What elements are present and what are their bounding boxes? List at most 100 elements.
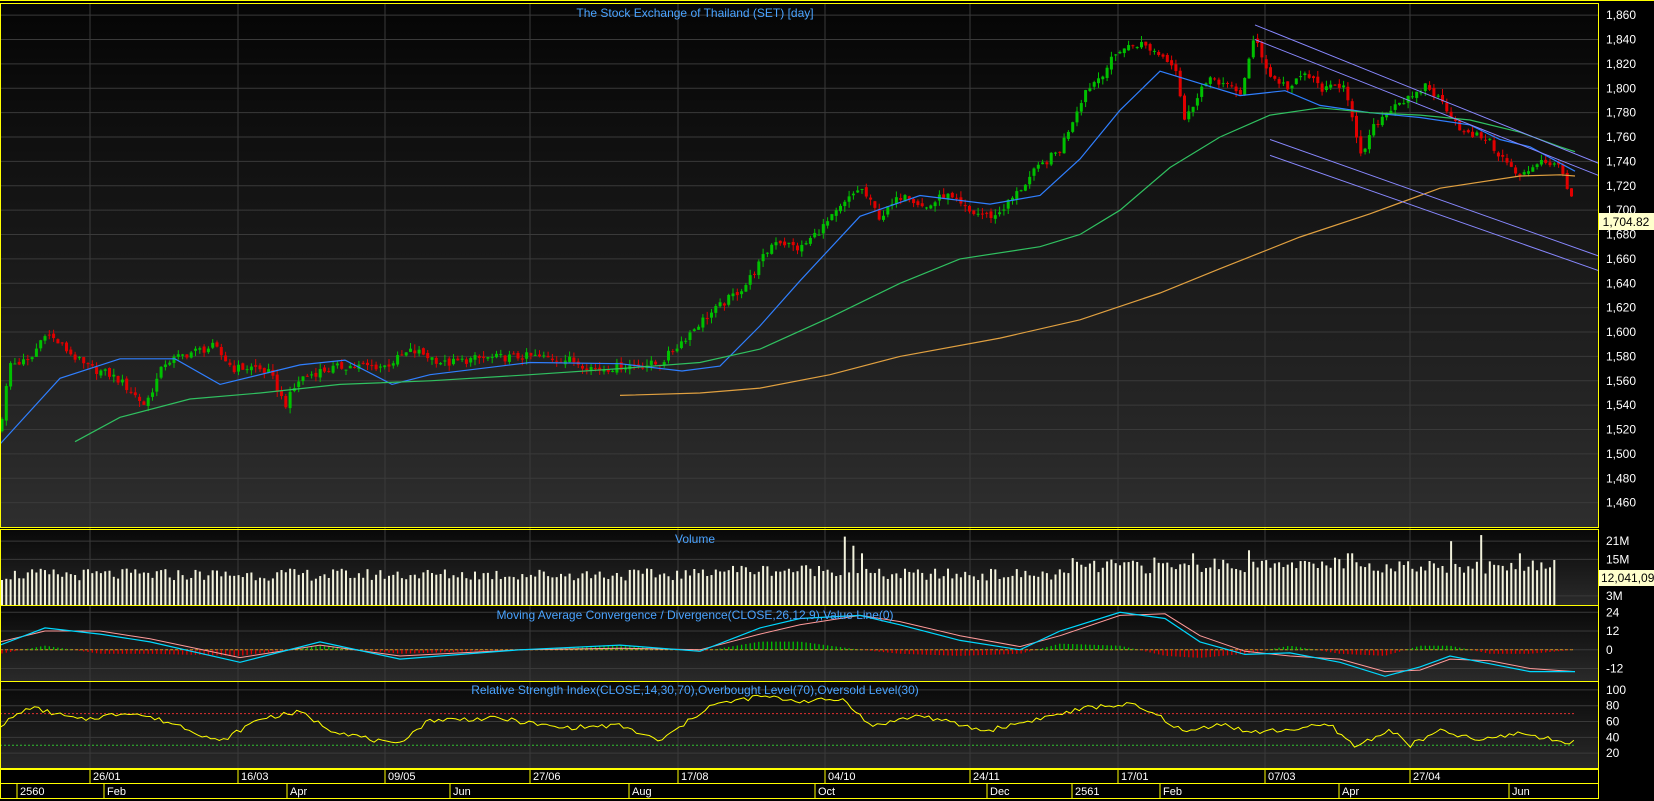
candle-body (1428, 85, 1432, 90)
candle-body (1157, 51, 1161, 56)
candle-body (1191, 106, 1195, 112)
volume-bar (1252, 561, 1255, 605)
candle-body (1165, 54, 1169, 62)
volume-bar (147, 572, 150, 605)
volume-bar (732, 565, 734, 605)
volume-bar (353, 577, 356, 605)
candle-body (318, 369, 322, 378)
ma_mid-line (74, 107, 1576, 443)
candle-body (30, 357, 34, 360)
candle-body (477, 355, 481, 358)
volume-bar (1394, 571, 1397, 605)
candle-body (344, 369, 348, 371)
candle-body (1492, 140, 1496, 151)
volume-bar (1187, 565, 1190, 605)
candle-body (748, 275, 752, 285)
volume-bar (805, 565, 808, 605)
candle-body (245, 369, 249, 371)
volume-bar (259, 577, 261, 605)
volume-bar (512, 577, 515, 605)
candle-body (34, 348, 38, 357)
volume-bar (280, 570, 283, 605)
volume-bar (91, 573, 94, 605)
candle-body (176, 354, 180, 357)
volume-bar (658, 574, 661, 605)
candle-body (1234, 86, 1238, 92)
volume-bar (856, 573, 859, 605)
candle-body (1539, 160, 1543, 165)
candle-body (1097, 78, 1100, 84)
volume-bar (203, 579, 206, 605)
price-tick-label: 1,600 (1606, 325, 1636, 339)
candle-body (400, 354, 404, 356)
trend-channel-line (1269, 139, 1599, 257)
candle-body (396, 355, 400, 365)
volume-bar (620, 576, 623, 605)
candle-body (1269, 67, 1272, 77)
candle-body (404, 352, 408, 356)
volume-bar (1170, 567, 1173, 605)
candle-body (138, 396, 142, 402)
volume-bar (1007, 577, 1010, 605)
candle-body (1501, 155, 1505, 157)
candle-body (533, 354, 537, 356)
candle-body (391, 363, 395, 366)
volume-bar (142, 572, 145, 605)
volume-bar (439, 574, 442, 605)
volume-bar (168, 577, 171, 605)
volume-bar (1114, 563, 1117, 605)
volume-bar (1140, 565, 1143, 605)
macd-title: Moving Average Convergence / Divergence(… (496, 608, 893, 622)
volume-bar (469, 579, 472, 605)
candle-body (353, 367, 357, 369)
candle-body (735, 292, 739, 296)
macd-tick-label: 24 (1606, 605, 1620, 619)
candle-body (159, 366, 163, 378)
candle-body (331, 365, 335, 373)
candle-body (1084, 90, 1088, 103)
candle-body (232, 365, 236, 373)
volume-bar (1033, 575, 1035, 605)
volume-bar (1381, 572, 1384, 605)
volume-bar (319, 576, 322, 605)
volume-bar (1321, 561, 1324, 605)
volume-bar (48, 574, 51, 605)
candle-body (1011, 197, 1014, 201)
candle-body (297, 381, 301, 388)
candle-body (1312, 76, 1315, 79)
candle-body (1187, 111, 1191, 120)
candle-body (305, 375, 309, 377)
candle-body (834, 210, 838, 216)
volume-bar (891, 574, 894, 605)
candle-body (241, 363, 245, 370)
volume-bar (1209, 567, 1212, 605)
month-label: Aug (632, 786, 652, 798)
volume-bar (873, 573, 876, 605)
candle-body (692, 329, 696, 332)
volume-bar (340, 568, 343, 605)
month-label: Feb (107, 786, 126, 798)
volume-bar (998, 578, 1001, 605)
volume-bar (1536, 570, 1539, 605)
volume-bar (443, 569, 446, 605)
volume-bar (852, 545, 855, 605)
date-label: 27/06 (533, 771, 561, 783)
volume-bar (323, 574, 326, 605)
candle-body (1548, 162, 1552, 166)
volume-bar (276, 572, 279, 605)
candle-body (142, 401, 146, 405)
candle-body (1570, 188, 1573, 197)
trend-channel-line (1269, 154, 1599, 272)
candle-body (1230, 85, 1234, 87)
volume-bar (1127, 562, 1130, 605)
candle-body (112, 374, 116, 377)
candle-body (1148, 44, 1152, 51)
volume-bar (744, 567, 747, 605)
volume-bar (572, 580, 575, 605)
trend-channel-line (1254, 39, 1599, 177)
volume-bar (1273, 563, 1276, 605)
candle-body (1226, 83, 1229, 85)
candle-body (1075, 111, 1079, 123)
volume-bar (1243, 572, 1246, 605)
volume-bar (1106, 561, 1109, 605)
